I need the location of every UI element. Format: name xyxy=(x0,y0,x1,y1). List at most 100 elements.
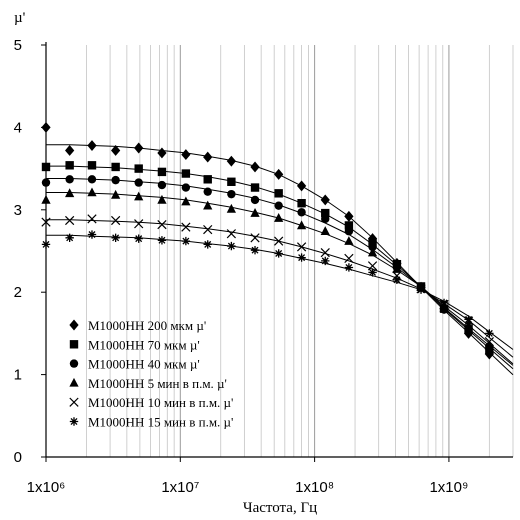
data-point xyxy=(274,236,284,246)
legend-item: M1000HH 15 мин в п.м. µ' xyxy=(69,415,233,430)
data-point xyxy=(157,236,167,245)
legend-item: M1000HH 200 мкм µ' xyxy=(69,318,206,333)
data-point xyxy=(41,217,51,227)
data-point xyxy=(464,315,473,324)
legend-marker xyxy=(69,417,79,426)
data-point xyxy=(392,264,402,273)
data-point xyxy=(392,275,402,285)
legend-label: M1000HH 200 мкм µ' xyxy=(88,318,206,333)
data-point xyxy=(368,242,377,252)
data-point xyxy=(111,215,121,226)
data-point xyxy=(274,168,284,180)
data-point xyxy=(297,208,306,217)
data-point xyxy=(344,236,354,245)
x-tick-label: 1x10⁶ xyxy=(27,479,66,496)
data-point xyxy=(320,248,330,258)
y-tick-label: 5 xyxy=(14,37,22,54)
data-point xyxy=(274,201,283,210)
legend-item: M1000HH 40 мкм µ' xyxy=(69,357,200,372)
data-point xyxy=(157,147,167,159)
data-point xyxy=(296,220,307,230)
data-point xyxy=(320,194,330,206)
x-axis-title: Частота, Гц xyxy=(243,500,317,516)
data-point xyxy=(274,249,283,258)
data-point xyxy=(203,175,212,184)
legend-label: M1000HH 40 мкм µ' xyxy=(88,357,200,372)
data-point xyxy=(181,149,191,161)
series-layer xyxy=(41,121,514,376)
legend-marker xyxy=(69,319,79,331)
data-point xyxy=(41,121,51,133)
data-point xyxy=(203,240,212,249)
data-point xyxy=(367,261,378,271)
y-tick-label: 0 xyxy=(14,449,22,466)
data-point xyxy=(439,298,449,308)
data-point xyxy=(87,175,97,184)
data-point xyxy=(250,161,260,173)
legend-item: M1000HH 70 мкм µ' xyxy=(69,337,200,352)
data-point xyxy=(65,233,74,243)
data-point xyxy=(344,227,354,236)
series-x xyxy=(41,214,514,358)
x-tick-label: 1x10⁹ xyxy=(429,479,468,496)
data-point xyxy=(296,242,307,252)
data-point xyxy=(485,329,494,338)
series-triangle xyxy=(41,187,514,365)
legend-marker xyxy=(69,397,79,407)
data-point xyxy=(344,263,354,272)
data-point xyxy=(111,145,121,156)
data-point xyxy=(416,285,426,294)
legend-marker xyxy=(69,359,79,368)
grid-lines xyxy=(45,45,514,457)
data-point xyxy=(181,236,191,246)
data-point xyxy=(134,142,144,154)
data-point xyxy=(463,320,474,329)
data-point xyxy=(250,195,260,205)
data-point xyxy=(134,191,144,201)
data-point xyxy=(87,161,97,170)
data-point xyxy=(250,245,260,255)
data-point xyxy=(181,169,191,178)
data-point xyxy=(203,224,213,235)
data-point xyxy=(250,183,260,192)
data-point xyxy=(367,247,378,257)
legend-label: M1000HH 5 мин в п.м. µ' xyxy=(88,376,227,391)
axes xyxy=(41,42,513,462)
y-axis-title: µ' xyxy=(14,10,26,26)
data-point xyxy=(41,178,51,187)
data-point xyxy=(227,177,236,186)
data-point xyxy=(203,200,213,210)
data-point xyxy=(296,180,307,192)
data-point xyxy=(250,208,260,217)
data-point xyxy=(157,167,167,177)
data-point xyxy=(321,214,330,224)
data-point xyxy=(250,233,260,243)
legend-label: M1000HH 15 мин в п.м. µ' xyxy=(88,415,233,430)
data-point xyxy=(41,240,51,249)
data-point xyxy=(41,194,51,204)
data-point xyxy=(203,187,212,196)
data-point xyxy=(87,214,97,224)
data-point xyxy=(157,220,167,230)
y-tick-label: 3 xyxy=(14,202,22,219)
data-point xyxy=(181,222,191,232)
data-point xyxy=(87,187,97,197)
legend-label: M1000HH 70 мкм µ' xyxy=(88,337,200,352)
data-point xyxy=(87,230,97,239)
data-point xyxy=(344,253,354,264)
data-point xyxy=(157,180,167,190)
tick-labels: 0 1 2 3 4 5 1x10⁶ 1x10⁷ 1x10⁸ 1x10⁹ xyxy=(14,37,469,496)
data-point xyxy=(227,189,236,199)
data-point xyxy=(41,162,51,172)
data-point xyxy=(297,253,306,262)
y-tick-label: 2 xyxy=(14,284,22,301)
data-point xyxy=(87,140,97,151)
series-asterisk xyxy=(41,230,514,350)
data-point xyxy=(134,164,143,173)
data-point xyxy=(181,196,191,206)
data-point xyxy=(274,213,284,222)
y-tick-label: 4 xyxy=(14,119,22,136)
data-point xyxy=(111,175,120,185)
